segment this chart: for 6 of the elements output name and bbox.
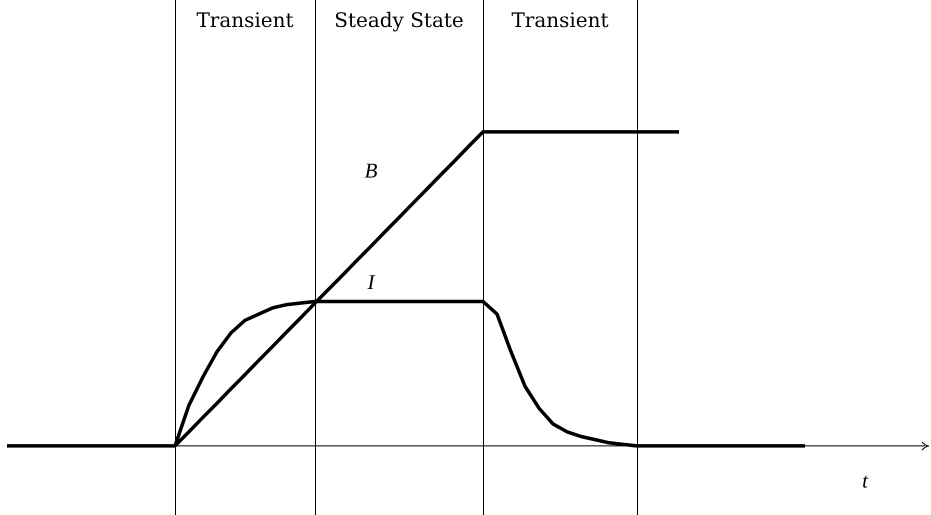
text: Transient [511, 8, 609, 32]
text: Steady State [334, 8, 464, 32]
series-label: B [364, 158, 378, 183]
series-label: I [366, 270, 376, 294]
text: Transient [196, 8, 294, 32]
x-axis-title: t [862, 468, 870, 492]
